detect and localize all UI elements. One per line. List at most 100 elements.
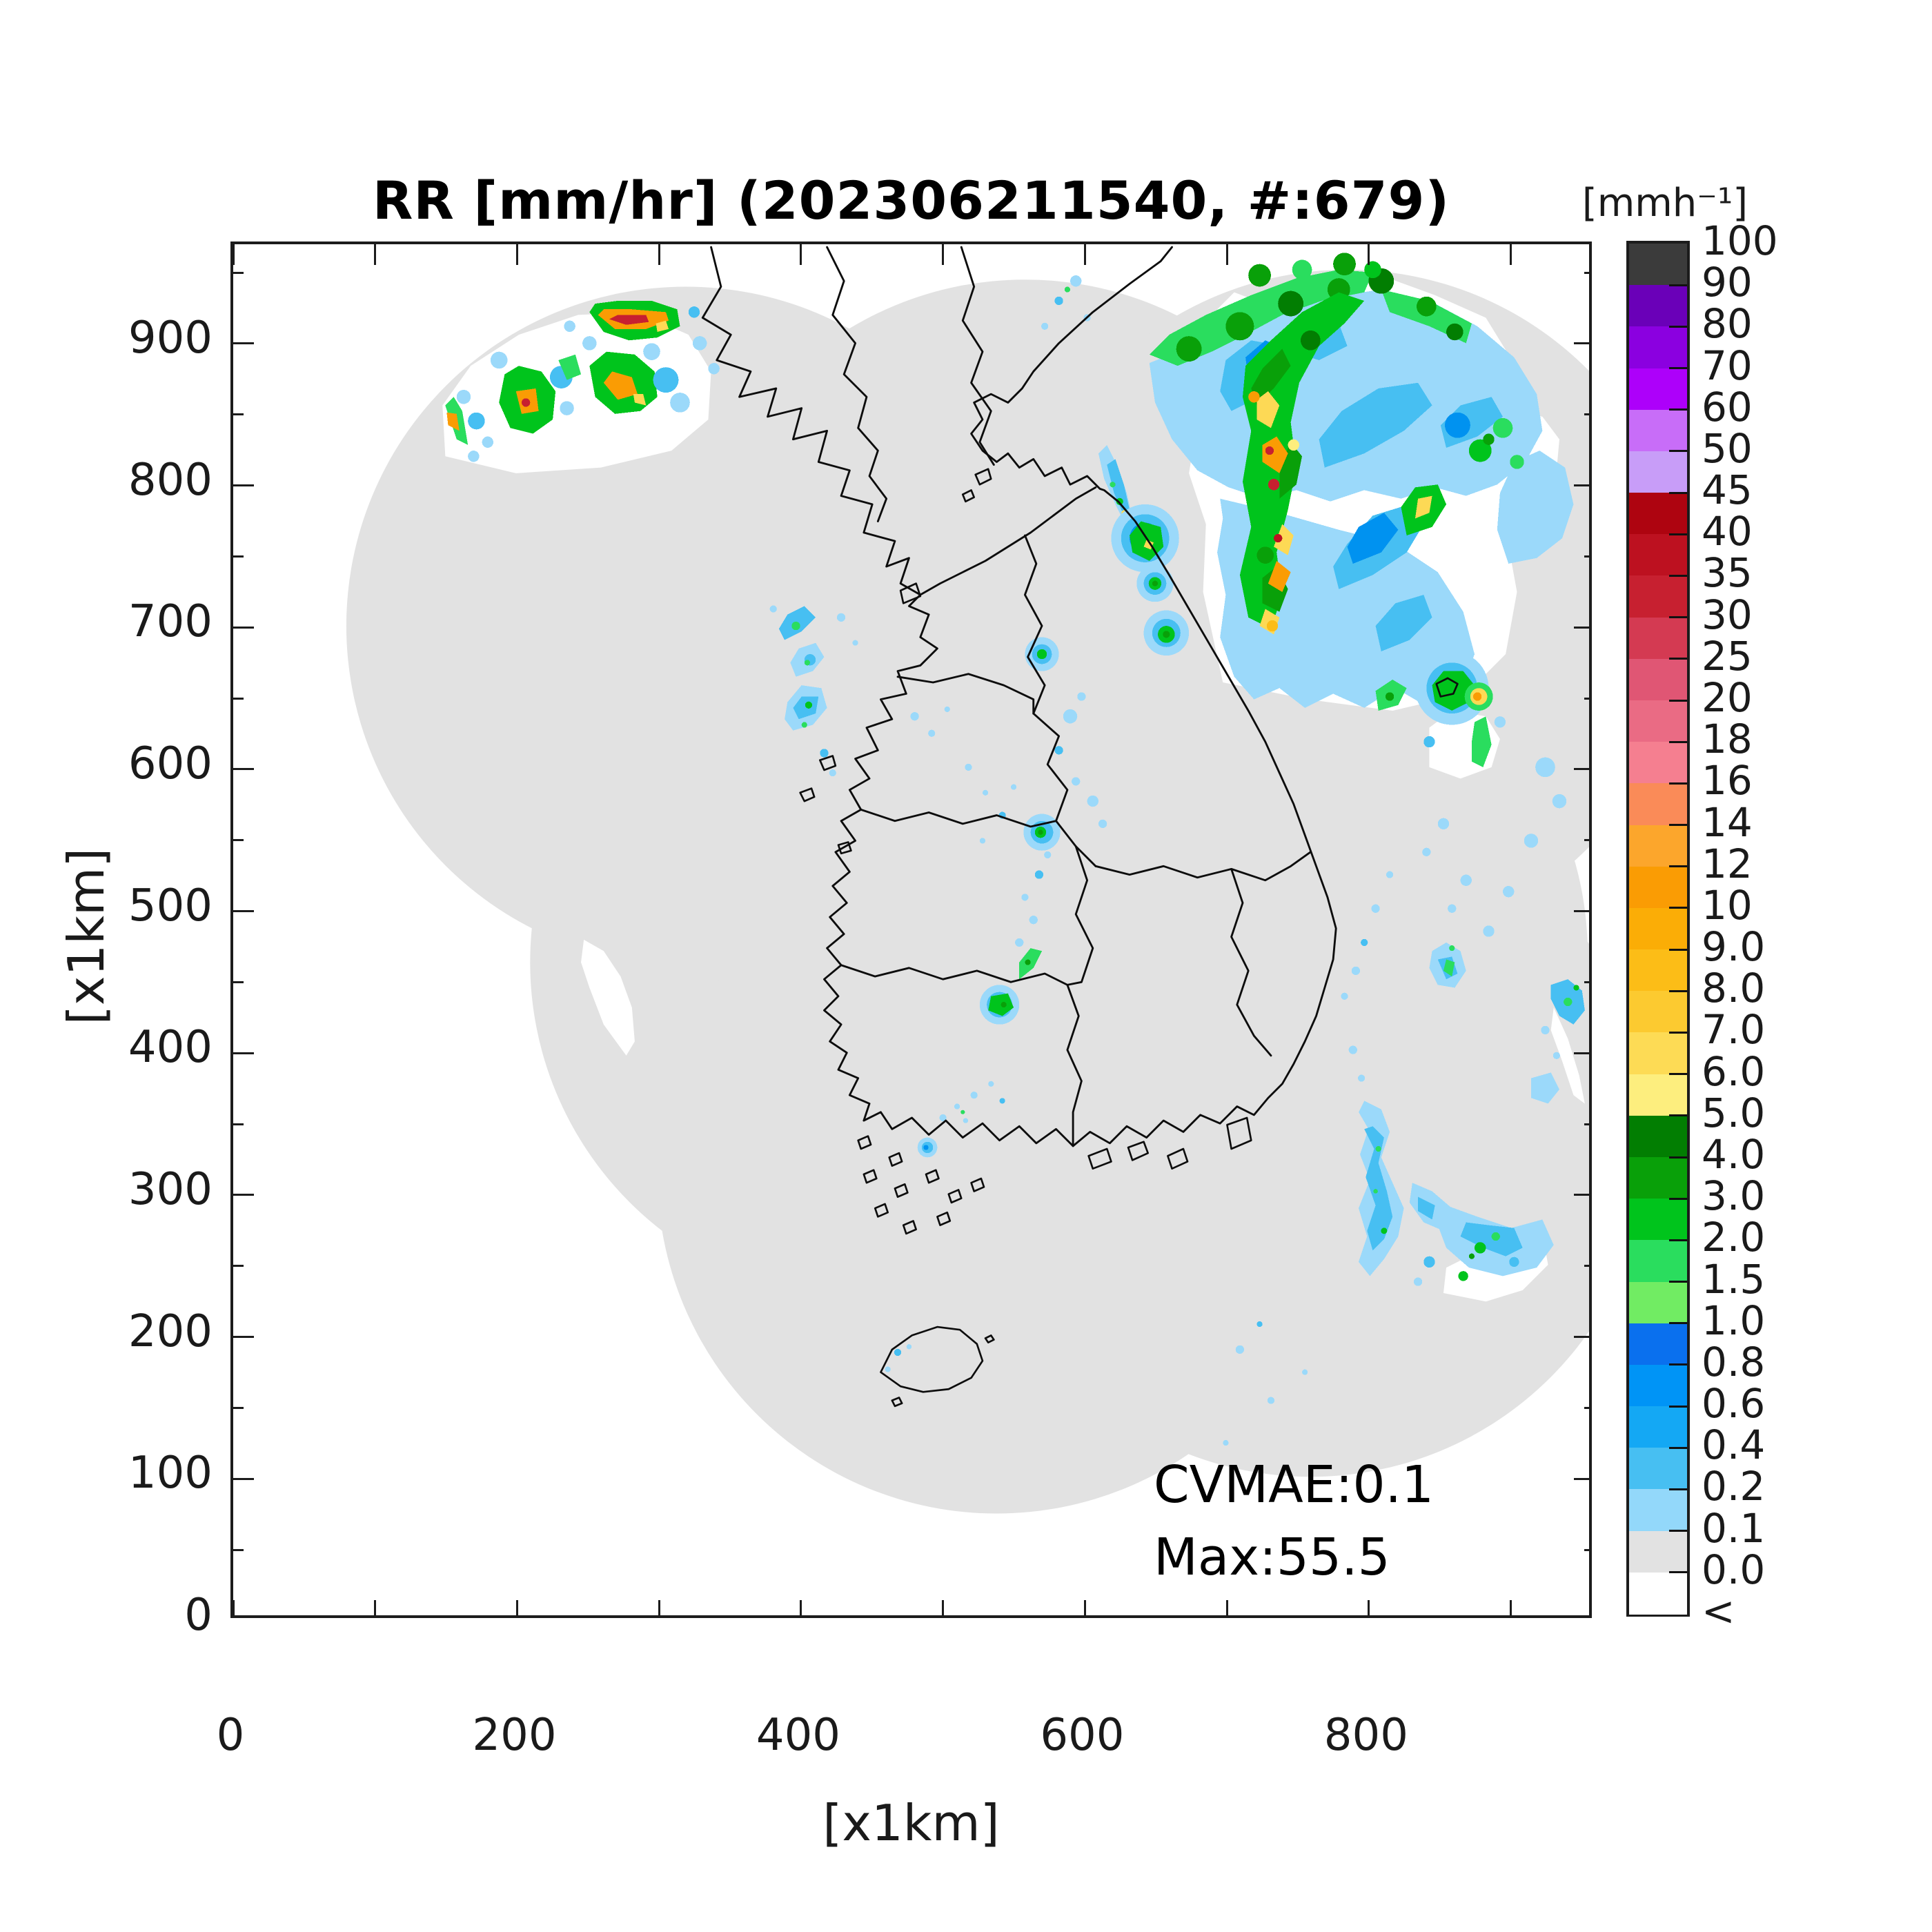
colorbar-segment (1629, 1530, 1687, 1573)
precip-echo (1064, 286, 1071, 293)
axis-tick (1574, 484, 1589, 487)
y-tick-label: 700 (128, 596, 213, 648)
precip-echo (1034, 870, 1044, 879)
precip-echo (1552, 793, 1567, 809)
radar-coverage-circles (346, 270, 1589, 1514)
colorbar-tick-label: 8.0 (1702, 965, 1766, 1012)
colorbar-segment (1629, 1448, 1687, 1490)
precip-echo (1143, 540, 1154, 550)
colorbar-tick-label: 3.0 (1702, 1172, 1766, 1220)
island-outline (880, 1325, 984, 1393)
precip-echo (1385, 692, 1394, 701)
precip-echo (801, 722, 807, 728)
colorbar-tick-label: 40 (1702, 508, 1753, 555)
precip-echo (1235, 1345, 1245, 1354)
colorbar-tick (1669, 699, 1687, 702)
island-outline (857, 1135, 872, 1150)
precip-echo (1497, 451, 1574, 564)
precip-echo (1418, 1196, 1435, 1220)
precip-echo (1267, 1397, 1275, 1404)
colorbar-tick (1669, 1405, 1687, 1408)
precip-echo (1364, 1126, 1393, 1251)
map-plot-area (230, 241, 1592, 1618)
colorbar-segment (1629, 1157, 1687, 1199)
colorbar-tick (1669, 948, 1687, 951)
precip-echo (1524, 834, 1539, 848)
precip-echo (1149, 269, 1373, 366)
precip-echo (829, 769, 836, 777)
axis-tick (1083, 244, 1086, 265)
precip-echo (1341, 992, 1348, 1000)
precipitation-cells (445, 253, 1585, 1446)
colorbar-tick-label: 80 (1702, 300, 1753, 348)
island-outline (837, 841, 852, 855)
precip-echo (1364, 261, 1381, 279)
colorbar-tick (1669, 989, 1687, 992)
precip-echo (1471, 716, 1492, 767)
coastline-path (701, 246, 1337, 1147)
precip-echo (793, 696, 819, 720)
colorbar-tick (1669, 533, 1687, 535)
precip-echo (1301, 330, 1321, 351)
precip-echo (1373, 1189, 1378, 1194)
cvmae-text: CVMAE:0.1 (1154, 1455, 1435, 1515)
axis-tick (1584, 555, 1589, 558)
precip-echo (910, 712, 919, 721)
precip-echo (1054, 296, 1063, 306)
stats-annotation: CVMAE:0.1 Max:55.5 (1154, 1449, 1434, 1594)
island-outline (874, 1203, 889, 1218)
axis-tick (800, 1600, 802, 1615)
precip-echo (468, 451, 480, 462)
precip-echo (1116, 497, 1123, 505)
colorbar-segment (1629, 1240, 1687, 1283)
colorbar-segment (1629, 991, 1687, 1034)
x-tick-label: 400 (756, 1710, 841, 1761)
precip-echo (1491, 1232, 1500, 1241)
coastline-path (960, 246, 995, 466)
precip-echo (560, 401, 574, 415)
axis-tick (1584, 697, 1589, 700)
precip-echo (1274, 533, 1283, 543)
colorbar-tick-label: 9.0 (1702, 923, 1766, 971)
axis-tick (233, 839, 244, 842)
precip-echo (963, 1118, 969, 1123)
colorbar-segment (1629, 1199, 1687, 1241)
axis-tick (1584, 839, 1589, 842)
precip-echo (1449, 945, 1455, 952)
precip-echo (564, 320, 575, 333)
precip-echo (1472, 692, 1482, 701)
chart-title: RR [mm/hr] (202306211540, #:679) (372, 170, 1450, 231)
precip-echo (1176, 336, 1202, 362)
x-tick-label: 200 (472, 1710, 557, 1761)
precip-echo (982, 789, 989, 796)
coastline-path (1094, 851, 1312, 882)
colorbar-tick (1669, 367, 1687, 370)
colorbar-segment (1629, 1489, 1687, 1532)
precip-echo (1274, 524, 1294, 555)
colorbar-tick (1669, 1322, 1687, 1325)
island-outline (947, 1189, 963, 1204)
coastline-path (840, 964, 1069, 986)
precip-echo (1417, 296, 1437, 317)
colorbar-tick-label: 0.8 (1702, 1338, 1766, 1386)
y-tick-label: 200 (128, 1305, 213, 1357)
island-outline (891, 1397, 903, 1408)
axis-tick (1368, 1600, 1370, 1615)
no-data-patch (442, 312, 711, 473)
island-outline (862, 1169, 878, 1184)
coastline-path (860, 808, 1057, 828)
precip-echo (1302, 1369, 1308, 1375)
axis-tick (233, 1194, 254, 1196)
colorbar-segment (1629, 1115, 1687, 1158)
precip-echo (1375, 595, 1432, 651)
precip-echo (894, 1348, 902, 1357)
coastline-path (826, 246, 888, 522)
x-tick-label: 800 (1323, 1710, 1408, 1761)
island-outline (936, 1211, 952, 1226)
colorbar-unit-label: [mmh⁻¹] (1581, 181, 1748, 226)
precip-echo (1087, 795, 1098, 807)
axis-tick (942, 244, 945, 265)
colorbar-tick (1669, 325, 1687, 328)
colorbar-tick-label: 7.0 (1702, 1006, 1766, 1054)
precip-echo (1448, 904, 1457, 913)
